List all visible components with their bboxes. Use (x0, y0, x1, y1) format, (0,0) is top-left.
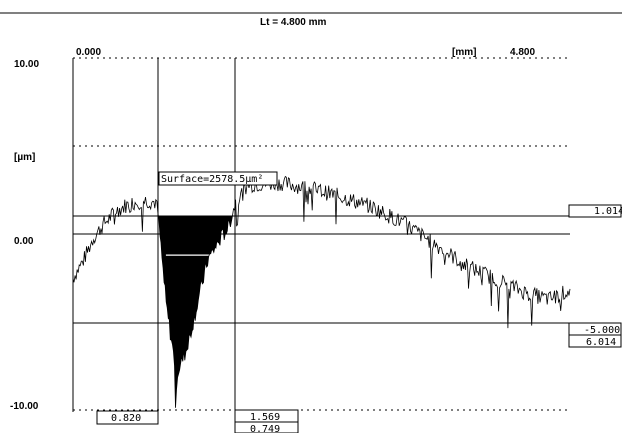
length-label: Lt = 4.800 mm (260, 17, 327, 28)
level-diff-box (568, 334, 622, 348)
surface-box (158, 171, 278, 186)
upper-level-value: 1.014 (594, 206, 622, 217)
lower-level-value: -5.000 (584, 325, 620, 336)
x-unit-label: [mm] (452, 47, 476, 58)
cursor-left-box (96, 410, 159, 425)
profile-series-line (72, 175, 571, 408)
surface-label: Surface=2578.5µm² (161, 174, 263, 185)
y-unit-label: [µm] (14, 152, 35, 163)
y-zero-label: 0.00 (14, 236, 34, 247)
level-diff-value: 6.014 (586, 337, 616, 348)
cursor-left-value: 0.820 (111, 413, 141, 424)
x-end-label: 4.800 (510, 47, 535, 58)
filled-valley-region (157, 216, 236, 408)
y-top-label: 10.00 (14, 59, 39, 70)
x-start-label: 0.000 (76, 47, 101, 58)
cursor-width-box (234, 421, 299, 433)
upper-level-box (568, 204, 622, 218)
cursor-right-value: 1.569 (250, 412, 280, 423)
cursor-width-value: 0.749 (250, 424, 280, 433)
y-bottom-label: -10.00 (10, 401, 39, 412)
